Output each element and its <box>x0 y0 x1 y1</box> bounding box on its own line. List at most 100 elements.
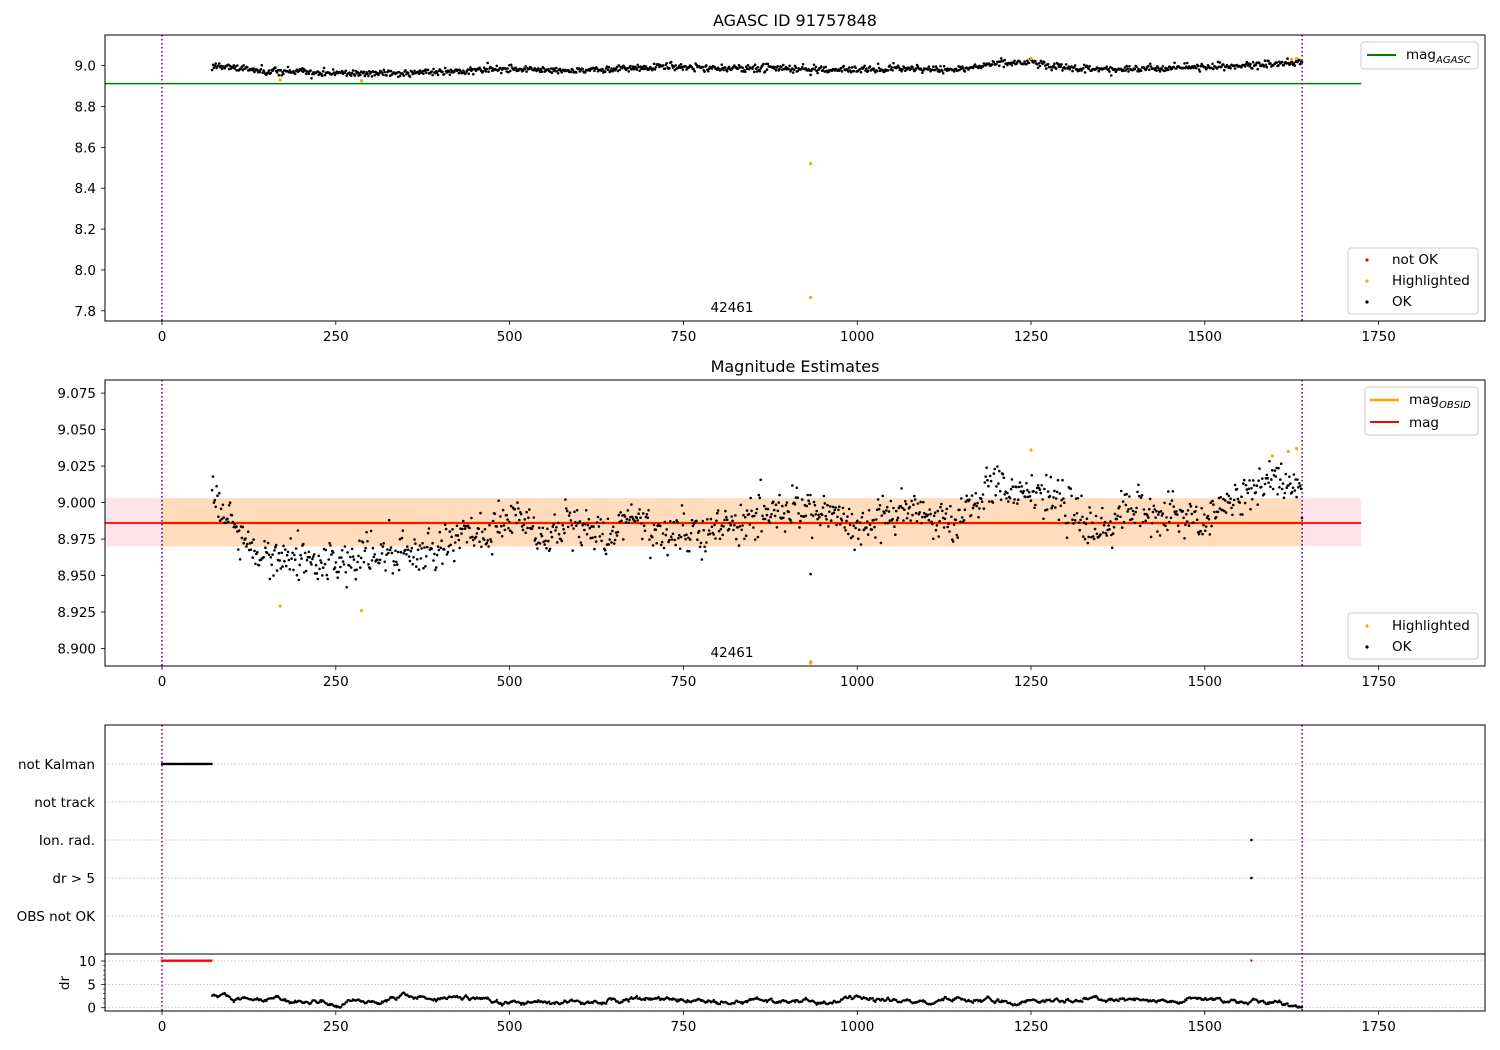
ok-point <box>1065 536 1069 539</box>
ok-point <box>1296 478 1299 481</box>
ok-point <box>691 524 695 528</box>
ok-point <box>843 526 846 529</box>
ok-point <box>1223 68 1226 72</box>
ok-point <box>302 542 305 546</box>
ok-point <box>788 64 791 68</box>
ok-point <box>214 62 217 65</box>
ok-point <box>609 532 612 536</box>
ok-point <box>1148 68 1151 71</box>
ok-point <box>385 74 388 77</box>
ok-point <box>1063 514 1067 517</box>
ok-point <box>762 62 765 66</box>
ok-point <box>1195 505 1198 509</box>
ok-point <box>670 64 674 67</box>
dr-y-tick-label: 5 <box>87 977 96 993</box>
ok-point <box>465 541 469 544</box>
ok-point <box>432 559 435 562</box>
ok-point <box>962 519 966 522</box>
legend2-ok-marker <box>1365 645 1369 649</box>
ok-point <box>392 560 396 563</box>
ok-point <box>258 70 262 74</box>
ok-point <box>349 555 352 559</box>
ok-point <box>1005 497 1008 500</box>
ok-point <box>928 508 931 511</box>
ok-point <box>1087 67 1090 71</box>
ok-point <box>1115 517 1118 521</box>
ok-point <box>1054 497 1058 500</box>
ok-point <box>607 543 611 546</box>
ok-point <box>1214 515 1218 519</box>
ok-point <box>998 489 1002 493</box>
ok-point <box>595 521 599 524</box>
ok-point <box>904 500 907 503</box>
ok-point <box>1208 533 1212 536</box>
ok-point <box>271 553 274 556</box>
ok-point <box>545 547 548 550</box>
ok-point <box>250 541 254 544</box>
ok-point <box>217 64 220 68</box>
ok-point <box>1087 535 1090 539</box>
ok-point <box>737 63 741 67</box>
ok-point <box>1147 516 1150 519</box>
ok-point <box>935 67 939 70</box>
ok-point <box>456 534 460 537</box>
ok-point <box>795 486 799 490</box>
ok-point <box>554 529 557 532</box>
ok-point <box>904 502 908 506</box>
ok-point <box>1227 494 1231 498</box>
ok-point <box>486 61 490 65</box>
ok-point <box>949 504 952 508</box>
ok-point <box>837 508 840 512</box>
ok-point <box>288 69 292 72</box>
ok-point <box>448 530 452 533</box>
ok-point <box>277 551 281 555</box>
ok-point <box>585 532 589 536</box>
x-tick-label: 0 <box>158 329 167 345</box>
ok-point <box>398 74 402 78</box>
ok-point <box>695 519 698 523</box>
ok-point <box>781 504 784 508</box>
x-tick-label: 1250 <box>1014 674 1048 690</box>
ok-point <box>975 504 978 508</box>
ok-point <box>344 69 348 73</box>
x-tick-label: 750 <box>671 1019 697 1035</box>
ok-point <box>350 547 354 551</box>
ok-point <box>406 545 409 548</box>
ok-point <box>921 515 924 519</box>
ok-point <box>619 511 622 514</box>
ok-point <box>617 513 621 517</box>
ok-point <box>712 533 715 536</box>
ok-point <box>461 527 464 531</box>
ok-point <box>1108 528 1111 531</box>
ok-point <box>1155 69 1158 72</box>
ok-point <box>734 514 737 517</box>
ok-point <box>307 72 311 76</box>
ok-point <box>252 67 255 70</box>
ok-point <box>1222 63 1225 66</box>
ok-point <box>213 64 217 68</box>
ok-point <box>343 545 347 548</box>
ok-point <box>1249 507 1252 511</box>
ok-point <box>992 60 996 64</box>
ok-point <box>763 504 766 508</box>
ok-point <box>730 515 733 518</box>
ok-point <box>664 533 668 537</box>
ok-point <box>327 558 331 561</box>
dr-point <box>605 1000 609 1003</box>
ok-point <box>294 547 298 550</box>
ok-point <box>1148 507 1151 511</box>
ok-point <box>1043 487 1046 491</box>
ok-point <box>1169 516 1173 520</box>
ok-point <box>1295 495 1298 499</box>
ok-point <box>584 509 588 512</box>
ok-point <box>908 505 912 509</box>
ok-point <box>911 65 914 69</box>
ok-point <box>910 499 913 503</box>
ok-point <box>932 514 936 518</box>
ok-point <box>1073 519 1077 522</box>
ok-point <box>720 63 724 66</box>
ok-point <box>288 568 292 571</box>
ok-point <box>474 535 478 539</box>
ok-point <box>1199 529 1203 533</box>
ok-point <box>1071 69 1074 73</box>
